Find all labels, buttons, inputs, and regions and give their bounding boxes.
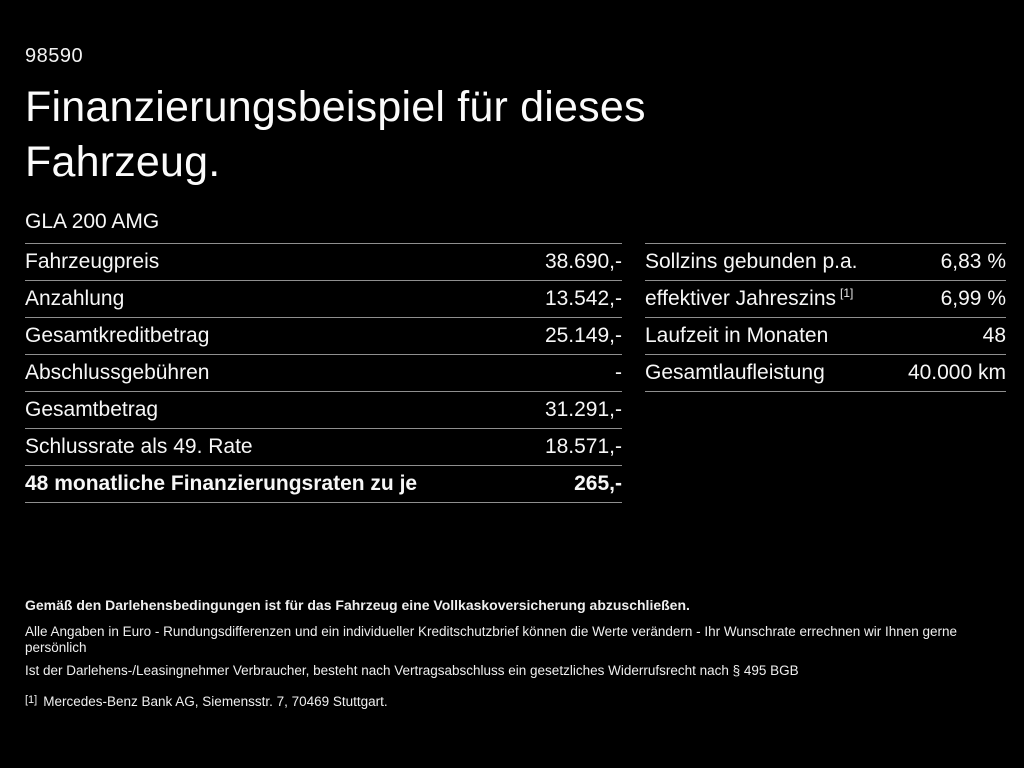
table-row-gesamtbetrag: Gesamtbetrag 31.291,- (25, 391, 622, 428)
row-label-text: effektiver Jahreszins (645, 287, 837, 310)
table-row-schlussrate: Schlussrate als 49. Rate 18.571,- (25, 428, 622, 465)
footnote-reference: [1] (840, 286, 854, 300)
row-label: Sollzins gebunden p.a. (645, 250, 858, 273)
page-title-line2: Fahrzeug. (25, 138, 221, 186)
disclaimer-line-1: Alle Angaben in Euro - Rundungsdifferenz… (25, 624, 958, 655)
page-title: Finanzierungsbeispiel für dieses Fahrzeug… (25, 80, 785, 190)
table-row-monatsrate: 48 monatliche Finanzierungsraten zu je 2… (25, 465, 622, 502)
table-row-laufzeit: Laufzeit in Monaten 48 (645, 317, 1006, 354)
row-label: 48 monatliche Finanzierungsraten zu je (25, 472, 418, 495)
row-value: 6,99 % (940, 287, 1006, 310)
offer-number: 98590 (25, 45, 84, 67)
row-value: 265,- (574, 472, 622, 495)
row-value: 13.542,- (544, 287, 622, 310)
vehicle-model: GLA 200 AMG (25, 210, 160, 233)
row-label: Abschlussgebühren (25, 361, 210, 384)
disclaimer-line-2: Ist der Darlehens-/Leasingnehmer Verbrau… (25, 663, 799, 678)
row-value: 40.000 km (907, 361, 1006, 384)
table-row-abschlussgebuehren: Abschlussgebühren - (25, 354, 622, 391)
row-label: Gesamtlaufleistung (645, 361, 825, 384)
row-label: Fahrzeugpreis (25, 250, 160, 273)
row-value: 25.149,- (544, 324, 622, 347)
row-label: Gesamtbetrag (25, 398, 159, 421)
row-label: Anzahlung (25, 287, 125, 310)
footnote-marker: [1] (25, 694, 38, 706)
conditions-table: Sollzins gebunden p.a. 6,83 % effektiver… (645, 243, 1006, 392)
finance-table: Fahrzeugpreis 38.690,- Anzahlung 13.542,… (25, 243, 622, 503)
finance-tables: Fahrzeugpreis 38.690,- Anzahlung 13.542,… (25, 243, 1006, 503)
row-label: Laufzeit in Monaten (645, 324, 829, 347)
row-value: 38.690,- (544, 250, 622, 273)
row-label: Gesamtkreditbetrag (25, 324, 210, 347)
legal-footer: Gemäß den Darlehensbedingungen ist für d… (25, 597, 1002, 710)
footnote-text: Mercedes-Benz Bank AG, Siemensstr. 7, 70… (43, 694, 388, 709)
row-value: 18.571,- (544, 435, 622, 458)
row-label: effektiver Jahreszins [1] (645, 287, 853, 311)
row-value: - (615, 361, 622, 384)
table-row-gesamtlaufleistung: Gesamtlaufleistung 40.000 km (645, 354, 1006, 391)
row-value: 48 (982, 324, 1006, 347)
table-row-anzahlung: Anzahlung 13.542,- (25, 280, 622, 317)
row-label: Schlussrate als 49. Rate (25, 435, 253, 458)
row-value: 6,83 % (940, 250, 1006, 273)
table-row-fahrzeugpreis: Fahrzeugpreis 38.690,- (25, 243, 622, 280)
insurance-note: Gemäß den Darlehensbedingungen ist für d… (25, 597, 690, 613)
bank-footnote: [1] Mercedes-Benz Bank AG, Siemensstr. 7,… (25, 692, 1002, 710)
table-row-effektiver-jahreszins: effektiver Jahreszins [1] 6,99 % (645, 280, 1006, 317)
row-value: 31.291,- (544, 398, 622, 421)
table-row-sollzins: Sollzins gebunden p.a. 6,83 % (645, 243, 1006, 280)
table-row-gesamtkreditbetrag: Gesamtkreditbetrag 25.149,- (25, 317, 622, 354)
page-title-line1: Finanzierungsbeispiel für dieses (25, 83, 646, 131)
